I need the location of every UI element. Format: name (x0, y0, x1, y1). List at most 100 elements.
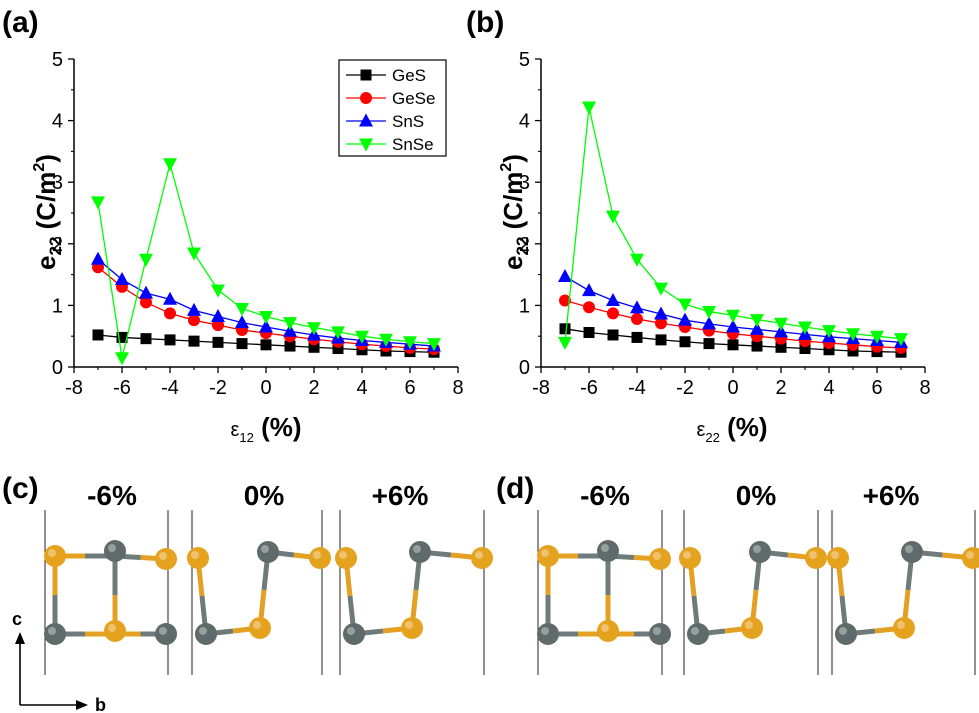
struct-d-0-s-atom-highlight (745, 621, 753, 629)
chart-b-point-sns (702, 316, 716, 330)
chart-b-xtick-label: -6 (580, 377, 598, 399)
struct-c-plus6-s-atom-highlight (405, 621, 413, 629)
strain-label-c-plus6: +6% (372, 480, 429, 511)
struct-c-minus6-s-atom-highlight (159, 552, 167, 560)
chart-b-ytick-label: 3 (519, 172, 530, 194)
strain-label-d-0: 0% (736, 480, 777, 511)
legend-marker-snse (359, 138, 373, 152)
chart-b-point-sns (678, 312, 692, 326)
chart-b-point-sns (630, 300, 644, 314)
struct-d-minus6-metal-atom (649, 623, 671, 645)
strain-label-c-0: 0% (244, 480, 285, 511)
chart-a-point-ges (140, 333, 152, 345)
struct-c-minus6-s-atom (44, 545, 66, 567)
struct-c-minus6-s-atom (104, 620, 126, 642)
chart-b-point-snse (798, 321, 812, 335)
chart-a-ytick-label: 4 (52, 111, 63, 133)
panel-c-label: (c) (2, 472, 39, 505)
panel-b-label: (b) (466, 6, 504, 39)
struct-c-plus6-metal-atom-highlight (413, 545, 421, 553)
chart-b-point-sns (654, 306, 668, 320)
chart-a-point-snse (115, 352, 129, 366)
struct-d-minus6-s-atom-highlight (541, 549, 549, 557)
chart-a-point-snse (307, 322, 321, 336)
struct-d-plus6-metal-atom (901, 541, 923, 563)
chart-b-point-snse (726, 309, 740, 323)
struct-d-minus6-s-atom-highlight (601, 624, 609, 632)
struct-d-minus6-s-atom-highlight (653, 552, 661, 560)
chart-a-xtick-label: 0 (260, 377, 271, 399)
struct-d-minus6-s-atom (649, 548, 671, 570)
struct-c-minus6-metal-atom (104, 540, 126, 562)
chart-b-point-snse (750, 314, 764, 328)
chart-a-xtick-label: 2 (308, 377, 319, 399)
legend-label-snse: SnSe (392, 135, 434, 154)
chart-a-point-sns (115, 272, 129, 286)
chart-b-xtick-label: -8 (532, 377, 550, 399)
chart-a-point-sns (91, 251, 105, 265)
struct-c-plus6-s-atom-highlight (339, 551, 347, 559)
struct-d-0-s-atom (805, 547, 827, 569)
chart-b-point-snse (870, 330, 884, 344)
chart-a-point-snse (91, 196, 105, 210)
struct-d-plus6-s-atom-highlight (966, 551, 974, 559)
chart-b-line-snse (564, 106, 902, 343)
chart-a-point-sns (283, 323, 297, 337)
chart-b-point-ges (679, 336, 691, 348)
chart-a-point-sns (187, 302, 201, 316)
chart-b-xtick-label: 8 (919, 377, 930, 399)
chart-b-point-snse (630, 253, 644, 267)
chart-a-point-snse (235, 302, 249, 316)
chart-a-xtick-label: -6 (113, 377, 131, 399)
struct-c-plus6-s-atom-highlight (475, 551, 483, 559)
struct-c-minus6-metal-atom (44, 623, 66, 645)
struct-d-minus6-s-atom (537, 545, 559, 567)
chart-b-point-ges (583, 327, 595, 339)
chart-a-point-gese (212, 319, 224, 332)
chart-a-ytick-label: 2 (52, 234, 63, 256)
struct-d-plus6-s-atom-highlight (831, 551, 839, 559)
chart-b-point-ges (847, 345, 859, 357)
chart-a-point-snse (427, 338, 441, 352)
chart-b-point-ges (799, 343, 811, 355)
chart-a-point-sns (139, 285, 153, 299)
chart-a-point-snse (331, 326, 345, 340)
chart-b-xlabel: ε22 (%) (696, 412, 767, 445)
chart-b-point-snse (702, 306, 716, 320)
chart-a-point-snse (139, 253, 153, 267)
struct-c-0-metal-atom (257, 541, 279, 563)
structure-strain-labels: -6% 0% +6% -6% 0% +6% (87, 480, 919, 511)
struct-c-0-s-atom-highlight (313, 551, 321, 559)
chart-a-point-sns (259, 319, 273, 333)
chart-b-point-snse (654, 282, 668, 296)
legend-marker-ges (360, 69, 372, 81)
struct-c-minus6-s-atom-highlight (48, 549, 56, 557)
struct-d-plus6-s-atom (962, 547, 979, 569)
axis-c-label: c (12, 609, 22, 629)
chart-a-xlabel: ε12 (%) (230, 412, 301, 445)
struct-c-0-s-atom (309, 547, 331, 569)
struct-d-plus6-metal-atom-highlight (905, 545, 913, 553)
chart-b-point-ges (823, 344, 835, 356)
chart-a-ytick-label: 5 (52, 49, 63, 71)
struct-c-0-metal-atom-highlight (199, 627, 207, 635)
strain-label-d-minus6: -6% (580, 480, 630, 511)
struct-d-0-metal-atom (687, 623, 709, 645)
chart-a-point-ges (236, 338, 248, 350)
chart-a-point-ges (116, 331, 128, 343)
chart-a-xtick-label: -8 (65, 377, 83, 399)
chart-b-point-ges (631, 331, 643, 343)
chart-a-point-snse (211, 284, 225, 298)
chart-b-point-sns (582, 283, 596, 297)
chart-a-point-sns (211, 308, 225, 322)
struct-d-plus6-s-atom (893, 617, 915, 639)
chart-b-point-snse (582, 101, 596, 115)
chart-a-point-snse (355, 330, 369, 344)
chart-b-series-snse (558, 101, 908, 350)
struct-c-0-metal-atom-highlight (261, 545, 269, 553)
chart-b-point-ges (655, 334, 667, 346)
chart-a: 0 1 2 3 4 5 -8 -6 -4 -2 0 2 4 6 8 e22 (C/m2) ε12 (%) G… (31, 49, 464, 445)
struct-c-minus6-metal-atom-highlight (159, 627, 167, 635)
chart-a-point-ges (260, 339, 272, 351)
